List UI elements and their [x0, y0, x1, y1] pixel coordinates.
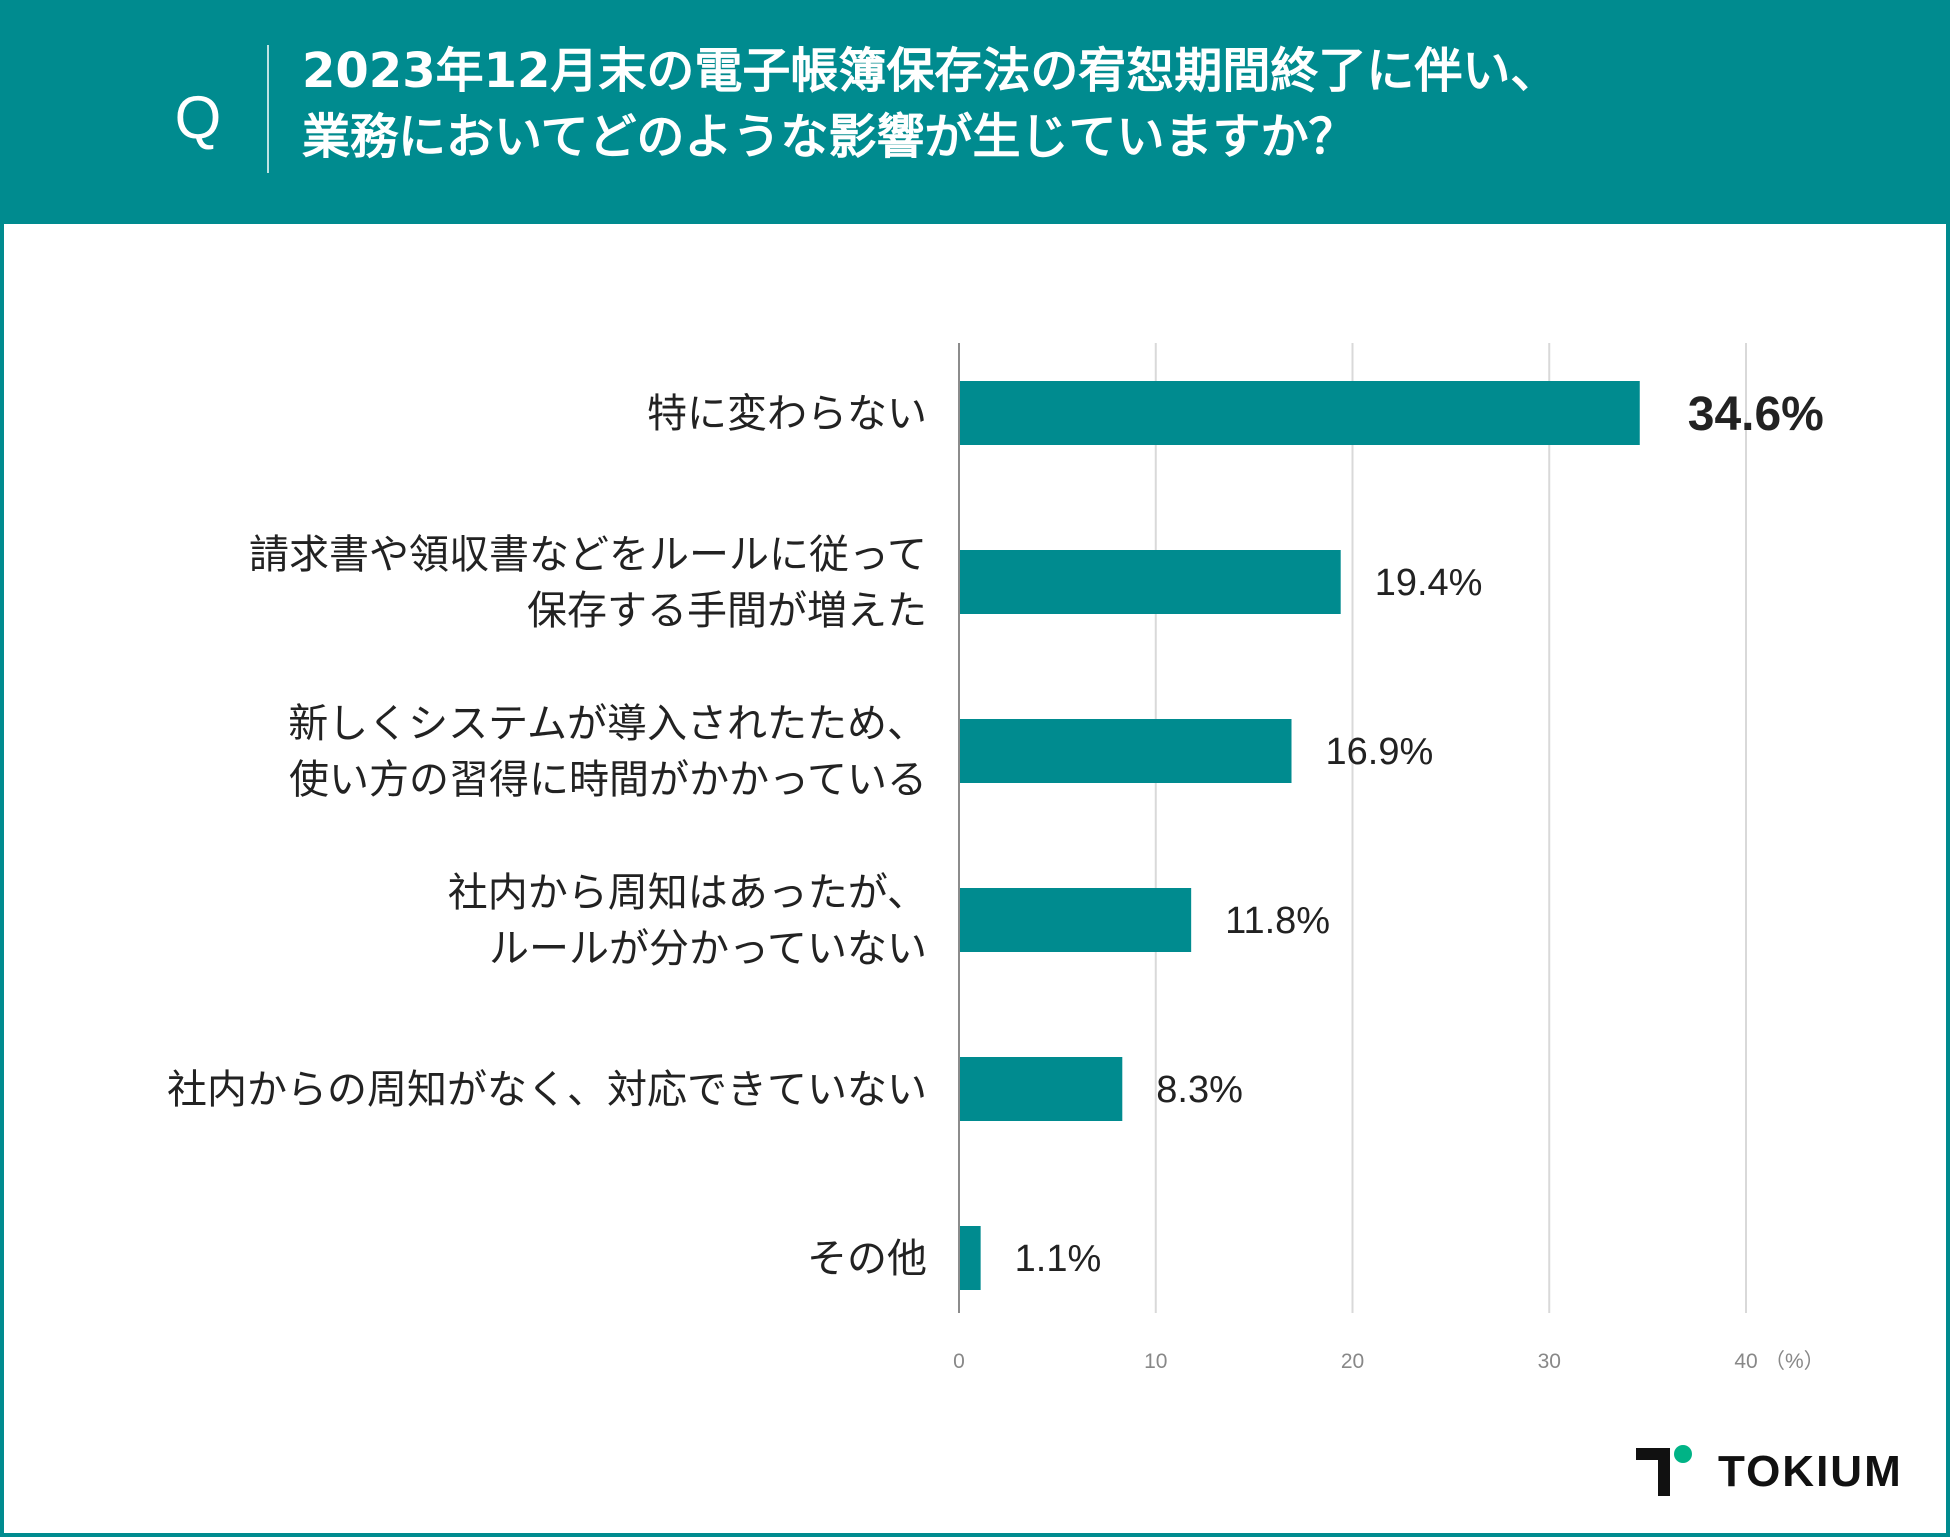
question-icon: Q [174, 84, 222, 151]
category-label-3-line-1: 新しくシステムが導入されたため、 [288, 701, 927, 747]
value-label-4: 11.8% [1225, 900, 1330, 942]
value-label-3: 16.9% [1326, 731, 1434, 773]
x-axis-unit-label: （%） [1764, 1350, 1825, 1373]
x-tick-label-40: 40 [1734, 1350, 1757, 1373]
tokium-logo-mark-icon [1636, 1445, 1692, 1496]
bar-1 [959, 381, 1640, 445]
bar-2 [959, 550, 1341, 614]
x-tick-label-30: 30 [1538, 1350, 1561, 1373]
bar-5 [959, 1057, 1123, 1121]
x-tick-label-20: 20 [1341, 1350, 1364, 1373]
category-label-2-line-1: 請求書や領収書などをルールに従って [249, 532, 927, 578]
category-label-3-line-2: 使い方の習得に時間がかかっている [289, 757, 927, 803]
value-label-1: 34.6% [1688, 388, 1824, 441]
category-label-2-line-2: 保存する手間が増えた [527, 588, 927, 634]
category-label-4-line-2: ルールが分かっていない [489, 926, 927, 972]
value-label-2: 19.4% [1375, 562, 1483, 604]
value-label-6: 1.1% [1015, 1238, 1102, 1280]
header-divider [267, 45, 269, 173]
x-tick-label-0: 0 [953, 1350, 965, 1373]
category-label-1-line-1: 特に変わらない [647, 391, 927, 437]
question-title-line-2: 業務においてどのような影響が生じていますか？ [302, 109, 1357, 165]
bar-6 [959, 1226, 981, 1290]
question-title: 2023年12月末の電子帳簿保存法の宥恕期間終了に伴い、 業務においてどのような… [302, 38, 1922, 170]
question-title-line-1: 2023年12月末の電子帳簿保存法の宥恕期間終了に伴い、 [302, 43, 1559, 99]
category-label-4-line-1: 社内から周知はあったが、 [448, 870, 927, 916]
category-label-5-line-1: 社内からの周知がなく、対応できていない [167, 1067, 927, 1113]
category-label-6-line-1: その他 [807, 1236, 927, 1282]
tokium-logo-text: TOKIUM [1718, 1447, 1903, 1496]
question-header: Q 2023年12月末の電子帳簿保存法の宥恕期間終了に伴い、 業務においてどのよ… [0, 0, 1950, 224]
tokium-logo: TOKIUM [1636, 1442, 1916, 1502]
bar-4 [959, 888, 1192, 952]
x-tick-label-10: 10 [1144, 1350, 1167, 1373]
bar-3 [959, 719, 1292, 783]
value-label-5: 8.3% [1156, 1069, 1243, 1111]
